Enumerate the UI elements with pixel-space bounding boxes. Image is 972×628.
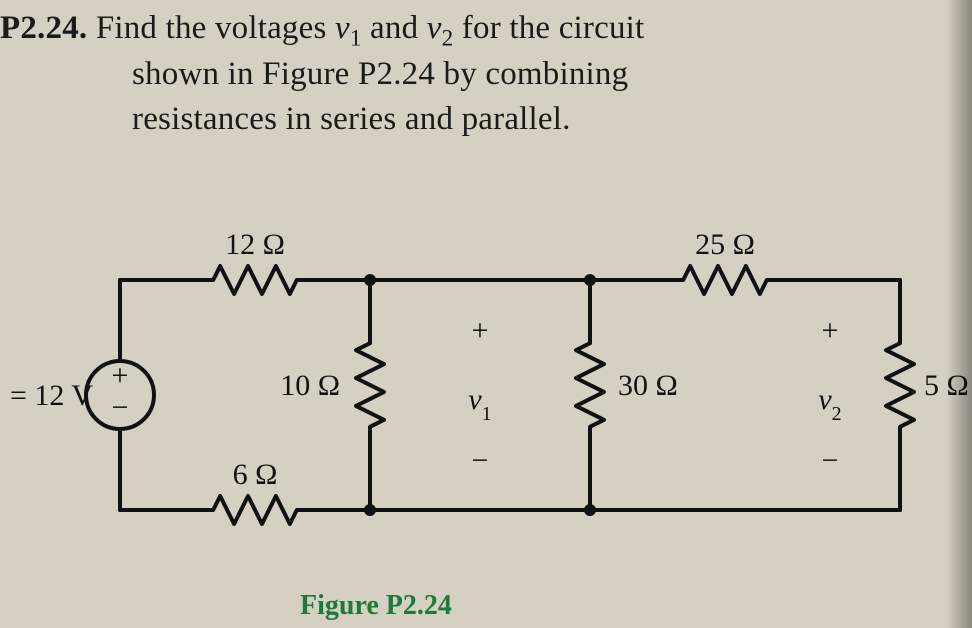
circuit-diagram: +−= 12 V12 Ω25 Ω10 Ω30 Ω5 Ω6 Ω+v1−+v2− F… bbox=[0, 220, 972, 628]
svg-text:+: + bbox=[112, 359, 129, 392]
svg-text:−: − bbox=[112, 391, 129, 424]
page-root: P2.24. Find the voltages v1 and v2 for t… bbox=[0, 0, 972, 628]
svg-text:+: + bbox=[822, 314, 839, 347]
figure-caption: Figure P2.24 bbox=[300, 590, 452, 622]
circuit-svg: +−= 12 V12 Ω25 Ω10 Ω30 Ω5 Ω6 Ω+v1−+v2− bbox=[0, 220, 972, 628]
problem-v2-sub: 2 bbox=[442, 25, 454, 51]
svg-text:−: − bbox=[472, 444, 489, 477]
problem-line3: resistances in series and parallel. bbox=[0, 97, 960, 143]
svg-text:25 Ω: 25 Ω bbox=[695, 228, 755, 261]
svg-text:v2: v2 bbox=[818, 383, 841, 425]
problem-v2: v bbox=[427, 10, 442, 46]
problem-line2: shown in Figure P2.24 by combining bbox=[0, 52, 960, 98]
svg-text:+: + bbox=[472, 314, 489, 347]
svg-text:6 Ω: 6 Ω bbox=[233, 458, 278, 491]
svg-text:10 Ω: 10 Ω bbox=[280, 369, 340, 402]
problem-statement: P2.24. Find the voltages v1 and v2 for t… bbox=[0, 6, 960, 143]
problem-v1-sub: 1 bbox=[350, 25, 362, 51]
problem-label: P2.24. bbox=[0, 10, 87, 46]
svg-text:12 Ω: 12 Ω bbox=[225, 228, 285, 261]
problem-line1-c: for the circuit bbox=[453, 10, 644, 46]
svg-text:30 Ω: 30 Ω bbox=[618, 369, 678, 402]
problem-line1-a: Find the voltages bbox=[96, 10, 335, 46]
svg-text:5 Ω: 5 Ω bbox=[924, 369, 969, 402]
problem-line1-b: and bbox=[362, 10, 427, 46]
problem-v1: v bbox=[335, 10, 350, 46]
svg-text:−: − bbox=[822, 444, 839, 477]
svg-text:v1: v1 bbox=[468, 383, 491, 425]
svg-text:= 12 V: = 12 V bbox=[10, 379, 93, 412]
